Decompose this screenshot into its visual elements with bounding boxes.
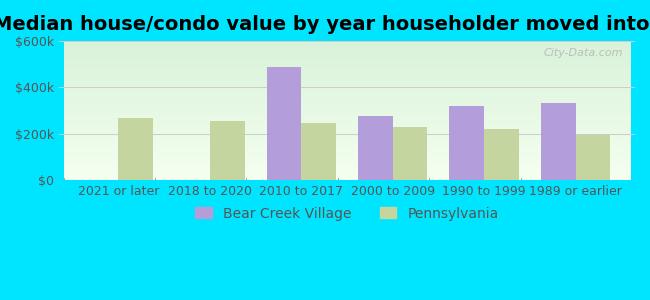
- Title: Median house/condo value by year householder moved into unit: Median house/condo value by year househo…: [0, 15, 650, 34]
- Bar: [484, 129, 519, 180]
- Bar: [541, 103, 575, 180]
- Bar: [449, 106, 484, 180]
- Bar: [393, 127, 428, 180]
- Bar: [302, 123, 336, 180]
- Bar: [575, 135, 610, 180]
- Text: City-Data.com: City-Data.com: [544, 48, 623, 58]
- Bar: [210, 121, 244, 180]
- Bar: [266, 67, 302, 180]
- Legend: Bear Creek Village, Pennsylvania: Bear Creek Village, Pennsylvania: [190, 201, 504, 226]
- Bar: [118, 118, 153, 180]
- Bar: [358, 116, 393, 180]
